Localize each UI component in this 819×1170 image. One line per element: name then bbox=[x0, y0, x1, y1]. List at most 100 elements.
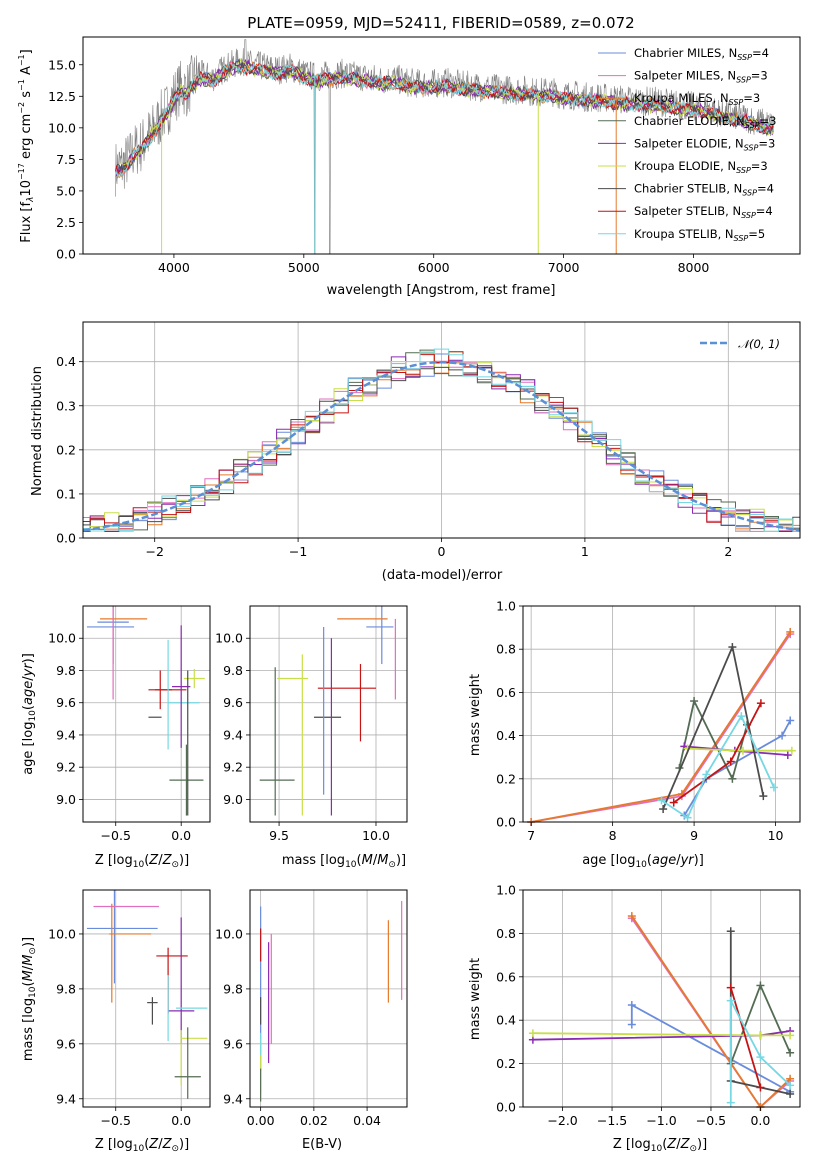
grid bbox=[523, 605, 800, 823]
weight-point-marker bbox=[690, 697, 699, 706]
grid bbox=[83, 890, 210, 1107]
agem-xlabel: mass [log10(M/M⊙)] bbox=[282, 853, 406, 870]
y-tick-label: 9.8 bbox=[56, 663, 76, 678]
legend-normal-label: 𝒩(0, 1) bbox=[738, 337, 780, 351]
residuals-panel: −2 −1 0 1 2 0.0 0.1 0.2 0.3 0.4 (data-model)/erro… bbox=[30, 321, 801, 583]
x-tick-label: 8 bbox=[609, 828, 617, 843]
x-tick-label: 7 bbox=[527, 828, 535, 843]
weight-series-line bbox=[729, 1000, 791, 1103]
weight-vs-age-panel: 7 8 9 10 0.0 0.2 0.4 0.6 0.8 1.0 age [log10(age/y… bbox=[468, 599, 801, 870]
weight-series-line bbox=[530, 633, 791, 823]
legend-entry: Salpeter MILES, NSSP=3 bbox=[634, 69, 768, 85]
x-tick-label: 4000 bbox=[158, 260, 190, 275]
y-tick-label: 9.4 bbox=[56, 1091, 76, 1106]
x-tick-label: 0.0 bbox=[171, 1113, 191, 1128]
mass-vs-ebv-panel: 0.00 0.02 0.04 9.4 9.6 9.8 10.0 E(B-V) bbox=[215, 889, 408, 1152]
x-tick-label: −2 bbox=[145, 544, 163, 559]
weight-point-marker bbox=[683, 813, 692, 822]
y-tick-label: 9.4 bbox=[56, 727, 76, 742]
y-tick-label: 0.2 bbox=[496, 771, 516, 786]
grid bbox=[250, 890, 407, 1107]
weight-point-marker bbox=[627, 912, 636, 921]
y-tick-label: 0.6 bbox=[496, 685, 516, 700]
mass-vs-metallicity-panel: −0.5 0.0 9.4 9.6 9.8 10.0 Z [log10(Z/Z⊙)] mas… bbox=[21, 889, 211, 1154]
axes-frame bbox=[249, 889, 408, 1108]
weight-vs-age-plot-area: 7 8 9 10 0.0 0.2 0.4 0.6 0.8 1.0 bbox=[496, 599, 801, 843]
legend-entry: Chabrier ELODIE, NSSP=3 bbox=[634, 114, 776, 130]
x-tick-label: 9 bbox=[690, 828, 698, 843]
residuals-ylabel: Normed distribution bbox=[30, 366, 45, 496]
weight-series-line bbox=[530, 631, 791, 823]
weight-point-marker bbox=[528, 1029, 537, 1038]
x-tick-label: 1 bbox=[581, 544, 589, 559]
age-vs-metallicity-panel: −0.5 0.0 9.0 9.2 9.4 9.6 9.8 10.0 Z [log10(Z/Z⊙… bbox=[21, 605, 211, 870]
weight-point-marker bbox=[786, 1081, 795, 1090]
weight-point-marker bbox=[728, 774, 737, 783]
y-tick-label: 0.4 bbox=[496, 728, 516, 743]
residuals-plot-area: −2 −1 0 1 2 0.0 0.1 0.2 0.3 0.4 bbox=[56, 321, 801, 559]
spectrum-legend: Chabrier MILES, NSSP=4 Salpeter MILES, NS… bbox=[598, 46, 776, 243]
x-tick-label: 0.0 bbox=[750, 1113, 770, 1128]
weight-point-marker bbox=[786, 716, 795, 725]
error-bars bbox=[259, 606, 396, 816]
weight-point-marker bbox=[726, 927, 735, 936]
weight-point-marker bbox=[756, 699, 765, 708]
x-tick-label: −1 bbox=[289, 544, 307, 559]
weight-point-marker bbox=[738, 746, 747, 755]
weight-point-marker bbox=[627, 1001, 636, 1010]
y-tick-label: 10.0 bbox=[215, 926, 243, 941]
y-tick-label: 10.0 bbox=[48, 926, 76, 941]
y-tick-label: 0.2 bbox=[496, 1056, 516, 1071]
error-bars bbox=[86, 890, 208, 1099]
weight-series-line bbox=[683, 720, 791, 816]
spectrum-title: PLATE=0959, MJD=52411, FIBERID=0589, z=0… bbox=[247, 14, 634, 32]
weight-point-marker bbox=[726, 983, 735, 992]
residual-histogram bbox=[83, 349, 800, 532]
x-tick-label: 7000 bbox=[548, 260, 580, 275]
weight-point-marker bbox=[726, 996, 735, 1005]
spectrum-panel: PLATE=0959, MJD=52411, FIBERID=0589, z=0… bbox=[17, 14, 801, 298]
x-tick-label: 8000 bbox=[678, 260, 710, 275]
spectrum-xlabel: wavelength [Angstrom, rest frame] bbox=[327, 283, 556, 298]
weight-vs-metallicity-panel: −2.0 −1.5 −1.0 −0.5 0.0 0.0 0.2 0.4 0.6 0.8 1.0 Z … bbox=[468, 883, 801, 1154]
legend-entry: Kroupa MILES, NSSP=3 bbox=[634, 91, 760, 107]
weight-point-marker bbox=[657, 796, 666, 805]
legend-entry: Kroupa STELIB, NSSP=5 bbox=[634, 227, 765, 243]
y-tick-label: 9.4 bbox=[223, 1091, 243, 1106]
y-tick-label: 10.0 bbox=[48, 120, 76, 135]
weight-point-marker bbox=[778, 731, 787, 740]
weight-point-marker bbox=[756, 1053, 765, 1062]
error-bar-point bbox=[183, 668, 205, 689]
y-tick-label: 0.0 bbox=[496, 815, 516, 830]
residuals-legend: 𝒩(0, 1) bbox=[700, 337, 780, 351]
weight-lines bbox=[527, 627, 796, 826]
weight-point-marker bbox=[786, 1031, 795, 1040]
weight-point-marker bbox=[786, 1048, 795, 1057]
weight-point-marker bbox=[702, 770, 711, 779]
legend-entry: Salpeter STELIB, NSSP=4 bbox=[634, 204, 773, 220]
wz-ylabel: mass weight bbox=[468, 958, 483, 1040]
x-tick-label: 10.0 bbox=[362, 828, 390, 843]
y-tick-label: 2.5 bbox=[56, 215, 76, 230]
y-tick-label: 9.8 bbox=[56, 981, 76, 996]
y-tick-label: 0.4 bbox=[496, 1013, 516, 1028]
spectrum-plot-area: 4000 5000 6000 7000 8000 0.0 2.5 5.0 7.5 10.0 12.5… bbox=[48, 36, 801, 275]
error-bars bbox=[86, 606, 205, 816]
x-tick-label: 2 bbox=[724, 544, 732, 559]
y-tick-label: 0.3 bbox=[56, 398, 76, 413]
y-tick-label: 10.0 bbox=[48, 631, 76, 646]
x-tick-label: 10 bbox=[768, 828, 784, 843]
grid bbox=[250, 606, 407, 822]
x-tick-label: −0.5 bbox=[696, 1113, 726, 1128]
spectrum-ylabel: Flux [fλ10−17 erg cm−2 s−1 A−1] bbox=[17, 49, 36, 242]
massz-ylabel: mass [log10(M/M⊙)] bbox=[21, 937, 38, 1061]
y-tick-label: 1.0 bbox=[496, 599, 516, 614]
grid bbox=[83, 606, 210, 822]
x-tick-label: 5000 bbox=[288, 260, 320, 275]
x-tick-label: 0.04 bbox=[353, 1113, 381, 1128]
legend-entry: Salpeter ELODIE, NSSP=3 bbox=[634, 136, 775, 152]
weight-point-marker bbox=[756, 1083, 765, 1092]
y-tick-label: 9.2 bbox=[223, 760, 243, 775]
y-tick-label: 9.6 bbox=[56, 1036, 76, 1051]
wage-xlabel: age [log10(age/yr)] bbox=[582, 853, 704, 870]
